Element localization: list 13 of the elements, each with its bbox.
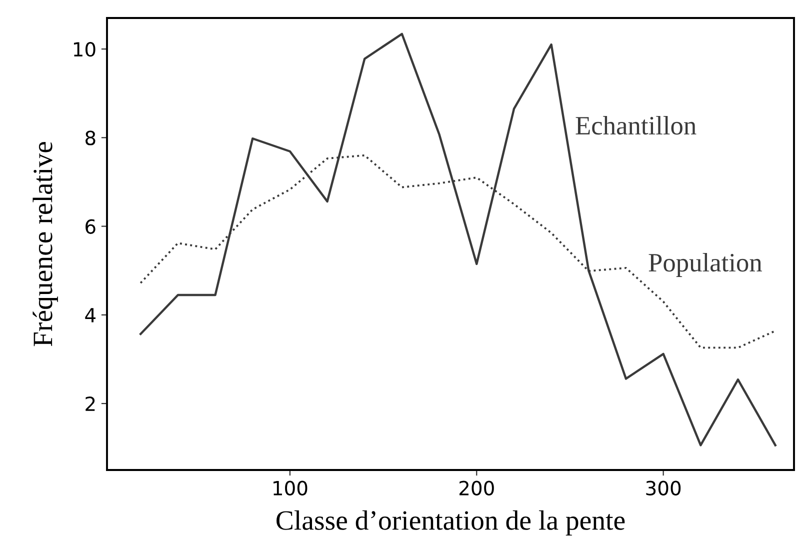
x-axis-title: Classe d’orientation de la pente bbox=[276, 510, 625, 536]
y-tick-label: 6 bbox=[86, 219, 96, 234]
y-tick-label: 4 bbox=[85, 308, 96, 322]
x-tick-label: 200 bbox=[460, 480, 494, 496]
y-tick-label: 10 bbox=[74, 42, 96, 57]
x-tick-label: 300 bbox=[646, 480, 681, 496]
series-label: Population bbox=[648, 253, 762, 277]
series-label: Echantillon bbox=[576, 116, 696, 135]
line-series bbox=[139, 32, 776, 446]
y-tick-label: 8 bbox=[86, 130, 96, 146]
y-tick-label: 2 bbox=[86, 396, 95, 411]
y-axis-title: Fréquence relative bbox=[32, 142, 58, 346]
x-tick-label: 100 bbox=[274, 480, 308, 496]
